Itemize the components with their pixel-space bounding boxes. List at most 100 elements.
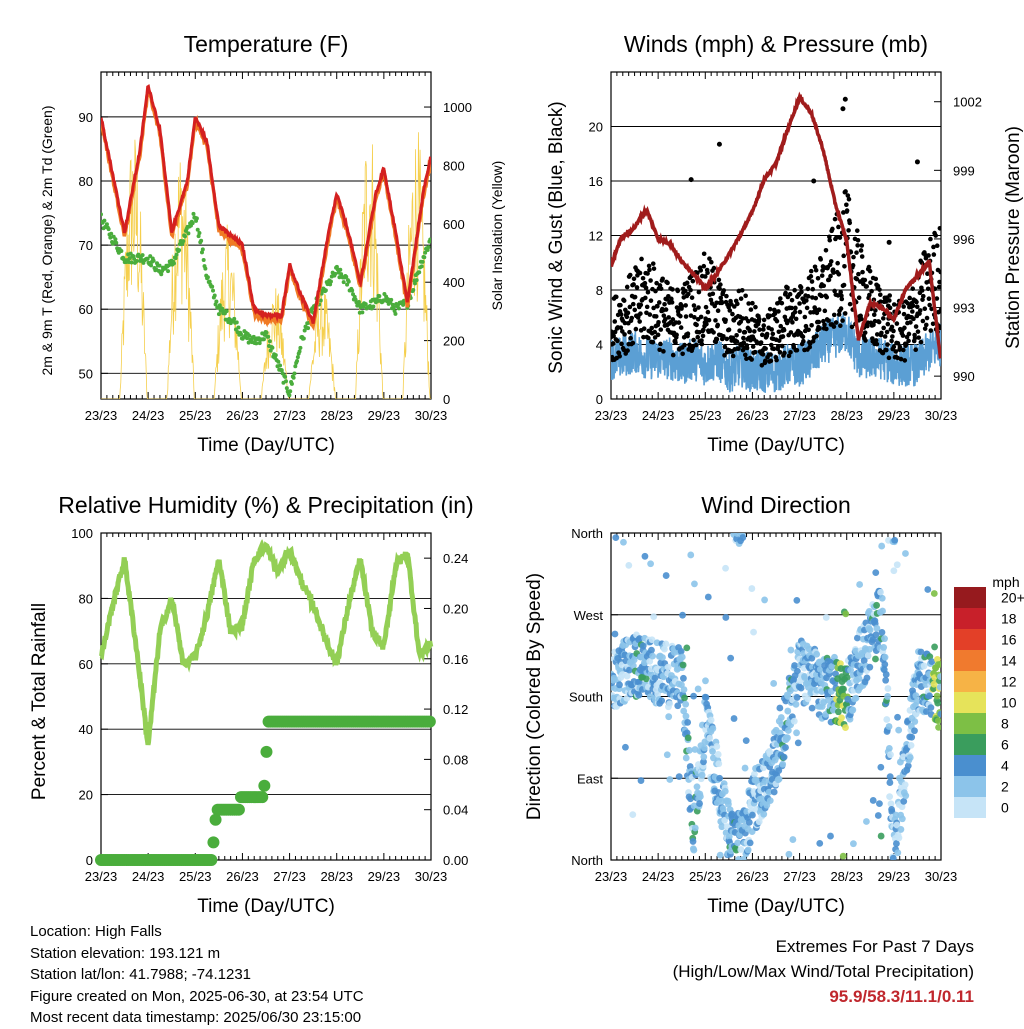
gust-point: [776, 329, 782, 335]
gust-point: [669, 296, 674, 302]
direction-point: [790, 717, 798, 725]
dewpoint-point: [171, 261, 176, 266]
direction-point: [696, 800, 703, 807]
direction-point: [873, 624, 881, 632]
direction-point: [789, 836, 797, 843]
gust-point: [841, 282, 847, 288]
gust-point: [934, 296, 940, 301]
direction-point: [879, 607, 886, 615]
gust-point: [873, 338, 879, 343]
y-tick-label: 20: [589, 120, 603, 135]
direction-point: [648, 646, 655, 654]
gust-point: [865, 323, 870, 329]
direction-point: [872, 569, 880, 577]
direction-point: [690, 846, 698, 854]
x-tick-label: 30/23: [415, 869, 448, 884]
legend-swatch: [954, 713, 986, 734]
dewpoint-point: [426, 245, 431, 250]
humidity-panel: Relative Humidity (%) & Precipitation (i…: [29, 492, 474, 917]
gust-point: [749, 357, 754, 362]
gust-point: [826, 277, 832, 283]
y-axis-label-left: 2m & 9m T (Red, Orange) & 2m Td (Green): [39, 106, 55, 376]
direction-point: [928, 658, 936, 666]
dewpoint-point: [183, 234, 188, 239]
y2-tick-label: 400: [443, 275, 465, 290]
gust-point: [663, 316, 668, 322]
direction-point: [878, 542, 886, 550]
gust-point: [658, 327, 664, 332]
dewpoint-point: [211, 288, 216, 293]
direction-point: [934, 699, 941, 707]
plot-border: [100, 532, 432, 861]
gust-point: [742, 329, 748, 335]
gust-point: [842, 263, 847, 269]
gust-point: [875, 283, 881, 289]
direction-point: [882, 676, 890, 684]
gust-point: [637, 270, 643, 276]
wind-direction-panel: Wind Direction 23/23 24/23 25/23 26/23 27/23 2…: [524, 492, 1024, 917]
gust-point: [675, 288, 681, 294]
dewpoint-point: [149, 263, 154, 268]
direction-point: [782, 744, 789, 751]
gust-point: [834, 234, 839, 240]
direction-point: [722, 564, 729, 572]
direction-point: [689, 838, 697, 845]
x-tick-label: 24/23: [642, 408, 675, 423]
gust-point: [805, 286, 811, 292]
direction-point: [878, 628, 886, 636]
x-tick-label: 23/23: [85, 869, 118, 884]
gust-point: [702, 274, 708, 279]
gust-point: [895, 341, 901, 346]
gust-point: [779, 300, 785, 306]
gust-point: [630, 340, 636, 346]
x-tick-label: 28/23: [830, 408, 863, 423]
gust-point: [744, 345, 750, 351]
temp-9m-line: [101, 84, 431, 332]
y2-tick-label: 0.20: [443, 601, 468, 616]
gust-point: [679, 304, 685, 309]
gust-point: [881, 325, 886, 331]
x-tick-label: 29/23: [368, 408, 401, 423]
gust-point: [682, 342, 687, 348]
direction-point: [808, 654, 816, 662]
gust-point: [689, 295, 695, 300]
dewpoint-point: [377, 294, 382, 299]
direction-point: [680, 686, 688, 693]
direction-point: [751, 770, 758, 778]
gust-point: [781, 327, 787, 333]
gust-point: [645, 271, 650, 276]
direction-point: [666, 700, 673, 708]
gust-point: [788, 330, 794, 335]
gust-point: [722, 353, 727, 358]
gust-point: [867, 268, 873, 274]
gust-point: [928, 328, 934, 333]
gust-point: [693, 342, 699, 348]
precipitation-point: [232, 803, 245, 816]
dewpoint-point: [210, 284, 215, 289]
gust-point: [817, 326, 822, 331]
direction-point: [930, 680, 938, 688]
direction-point: [804, 695, 812, 703]
gust-point: [663, 307, 669, 312]
gust-point: [874, 341, 880, 347]
gust-point: [678, 325, 684, 330]
direction-point: [707, 716, 715, 724]
direction-point: [755, 818, 763, 826]
temperature-panel: Temperature (F) 23/23 24/23 25/23 26/23 27/23…: [39, 31, 505, 456]
gust-point: [897, 344, 903, 350]
gust-point: [655, 332, 661, 338]
direction-point: [884, 685, 892, 692]
gust-point: [772, 311, 778, 316]
legend-swatch: [954, 608, 986, 629]
dewpoint-point: [197, 231, 202, 236]
gust-point: [880, 350, 886, 356]
x-tick-label: 26/23: [736, 869, 769, 884]
dewpoint-point: [283, 379, 288, 384]
x-tick-label: 29/23: [878, 869, 911, 884]
gust-point: [688, 177, 694, 183]
x-tick-label: 24/23: [132, 408, 165, 423]
gust-point: [920, 297, 925, 302]
gust-point: [794, 347, 800, 353]
gust-point: [622, 320, 628, 326]
direction-point: [658, 697, 666, 705]
